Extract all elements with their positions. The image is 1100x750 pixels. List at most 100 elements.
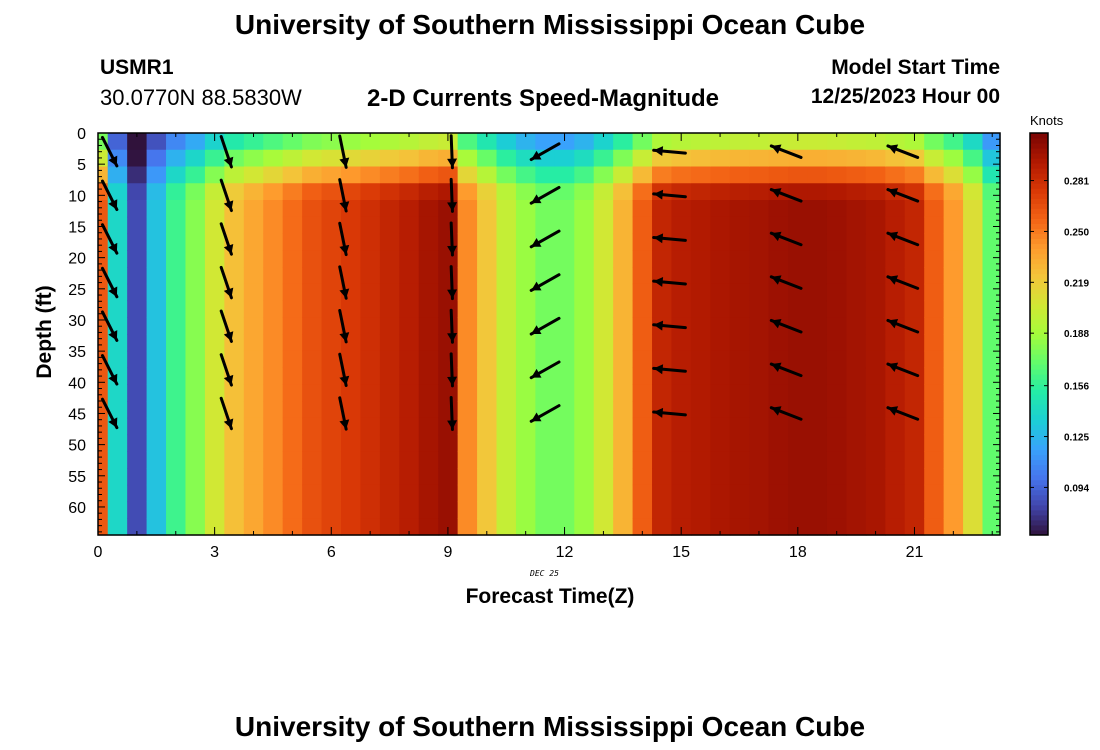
heatmap-cell (263, 434, 284, 452)
heatmap-cell (204, 518, 225, 536)
heatmap-cell (865, 149, 886, 168)
vector-head (887, 275, 899, 285)
heatmap-cell (418, 401, 439, 419)
heatmap-cell (826, 317, 848, 335)
heatmap-cell (593, 384, 614, 402)
heatmap-cell (360, 518, 381, 536)
vector-head (339, 157, 350, 168)
heatmap-cell (982, 300, 1001, 318)
vector-head (447, 158, 458, 168)
heatmap-cell (146, 334, 167, 352)
heatmap-cell (535, 200, 556, 218)
heatmap-cell (360, 434, 381, 452)
heatmap-cell (360, 250, 381, 268)
heatmap-cell (166, 417, 187, 436)
heatmap-cell (826, 216, 848, 235)
heatmap-cell (243, 233, 264, 251)
heatmap-cell (224, 133, 245, 151)
heatmap-cell (943, 484, 964, 503)
heatmap-cell (379, 216, 400, 235)
heatmap-cell (807, 283, 828, 302)
vector-head (108, 330, 118, 341)
current-vector (338, 396, 350, 431)
heatmap-cell (613, 283, 634, 302)
heatmap-cell (826, 250, 848, 268)
heatmap-cell (924, 133, 945, 151)
colorbar-tick-label: 0.188 (1064, 329, 1089, 340)
heatmap-cell (438, 434, 459, 452)
heatmap-cell (710, 367, 731, 385)
colorbar-segment (1030, 529, 1048, 536)
heatmap-cell (749, 250, 770, 268)
heatmap-cell (321, 484, 342, 503)
heatmap-cell (302, 484, 323, 503)
heatmap-cell (399, 250, 420, 268)
vector-head (653, 407, 664, 418)
heatmap-cell (768, 501, 789, 519)
heatmap-cell (282, 216, 303, 235)
heatmap-cell (982, 501, 1001, 519)
heatmap-cell (924, 250, 945, 268)
heatmap-cell (788, 451, 809, 469)
heatmap-cell (729, 468, 750, 486)
heatmap-cell (652, 501, 673, 519)
heatmap-cell (885, 367, 906, 385)
heatmap-cell (535, 334, 556, 352)
heatmap-cell (846, 350, 867, 369)
heatmap-cell (224, 250, 245, 268)
heatmap-cell (185, 518, 206, 536)
heatmap-cell (204, 300, 225, 318)
heatmap-cell (98, 367, 109, 385)
vector-head (887, 231, 899, 242)
heatmap-cell (846, 216, 867, 235)
heatmap-cell (399, 233, 420, 251)
heatmap-cell (302, 216, 323, 235)
y-tick-label: 10 (68, 188, 86, 205)
colorbar-segment (1030, 499, 1048, 506)
heatmap-cell (671, 434, 692, 452)
heatmap-cell (671, 183, 692, 201)
heatmap-cell (574, 350, 595, 369)
heatmap-cell (477, 250, 498, 268)
heatmap-cell (535, 384, 556, 402)
current-vector (529, 273, 561, 292)
heatmap-cell (574, 484, 595, 503)
heatmap-cell (826, 451, 848, 469)
heatmap-cell (710, 434, 731, 452)
colorbar-segment (1030, 439, 1048, 446)
heatmap-cell (982, 283, 1001, 302)
heatmap-cell (146, 451, 167, 469)
heatmap-cell (593, 183, 614, 201)
y-tick-label: 30 (68, 313, 86, 330)
colorbar-segment (1030, 349, 1048, 355)
heatmap-cell (321, 250, 342, 268)
heatmap-cell (554, 384, 575, 402)
heatmap-cell (282, 166, 303, 184)
heatmap-cell (924, 166, 945, 184)
heatmap-cell (963, 501, 984, 519)
heatmap-cell (729, 283, 750, 302)
heatmap-cell (127, 334, 148, 352)
heatmap-cell (690, 267, 711, 285)
heatmap-cell (690, 451, 711, 469)
heatmap-cell (749, 417, 770, 436)
heatmap-cell (204, 317, 225, 335)
heatmap-cell (924, 300, 945, 318)
heatmap-cell (107, 350, 128, 369)
heatmap-cell (710, 200, 731, 218)
heatmap-cell (146, 484, 167, 503)
heatmap-cell (826, 350, 848, 369)
heatmap-cell (885, 518, 906, 536)
heatmap-cell (127, 518, 148, 536)
heatmap-cell (302, 317, 323, 335)
heatmap-cell (943, 216, 964, 235)
heatmap-cell (924, 518, 945, 536)
heatmap-cell (185, 149, 206, 168)
heatmap-cell (399, 518, 420, 536)
heatmap-cell (243, 200, 264, 218)
vector-head (771, 362, 782, 372)
heatmap-cell (632, 216, 653, 235)
heatmap-cell (963, 417, 984, 436)
heatmap-cell (982, 166, 1001, 184)
heatmap-cell (554, 216, 575, 235)
